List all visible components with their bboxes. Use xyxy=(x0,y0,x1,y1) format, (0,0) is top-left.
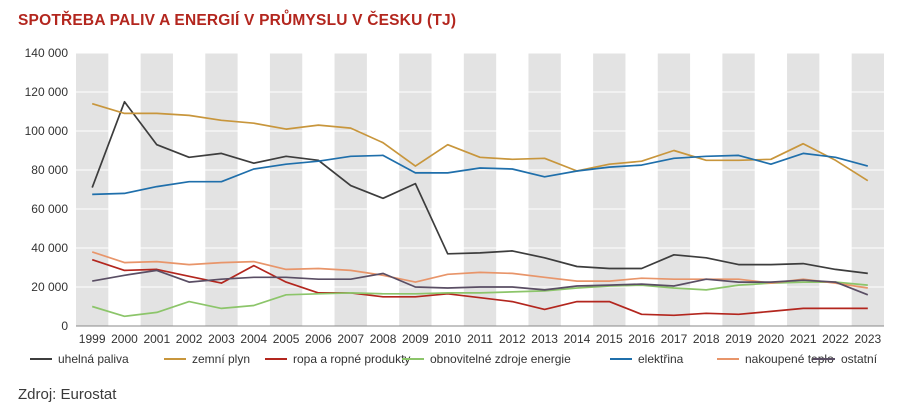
x-tick-label: 2010 xyxy=(434,332,461,346)
year-band xyxy=(787,53,820,326)
year-band xyxy=(528,53,561,326)
x-tick-label: 2012 xyxy=(499,332,526,346)
x-tick-label: 2006 xyxy=(305,332,332,346)
x-tick-label: 2023 xyxy=(854,332,881,346)
year-band xyxy=(205,53,238,326)
y-tick-label: 100 000 xyxy=(25,124,69,138)
x-tick-label: 2016 xyxy=(628,332,655,346)
legend-label: ostatní xyxy=(841,352,878,366)
grid-lines xyxy=(76,52,884,327)
x-tick-label: 2001 xyxy=(143,332,170,346)
series-line xyxy=(92,269,869,296)
year-band xyxy=(851,53,884,326)
y-tick-label: 60 000 xyxy=(31,202,68,216)
year-band xyxy=(269,53,303,326)
x-tick-label: 2005 xyxy=(273,332,300,346)
legend-label: obnovitelné zdroje energie xyxy=(430,352,571,366)
series-lines xyxy=(91,100,869,318)
x-tick-label: 2021 xyxy=(790,332,817,346)
y-tick-label: 40 000 xyxy=(31,241,68,255)
y-tick-label: 120 000 xyxy=(25,85,69,99)
x-tick-label: 2015 xyxy=(596,332,623,346)
year-band xyxy=(76,53,109,326)
x-tick-label: 2013 xyxy=(531,332,558,346)
series-line xyxy=(91,100,868,275)
y-axis-ticks: 0 20 000 40 000 60 000 80 000 100 000 120 000 1… xyxy=(25,46,69,333)
x-tick-label: 2017 xyxy=(661,332,688,346)
series-line xyxy=(92,152,869,196)
y-tick-label: 80 000 xyxy=(31,163,68,177)
series-line xyxy=(91,251,868,289)
legend-label: zemní plyn xyxy=(192,352,250,366)
x-tick-label: 2020 xyxy=(758,332,785,346)
y-tick-label: 20 000 xyxy=(31,280,68,294)
series-line xyxy=(91,281,868,318)
x-tick-label: 2019 xyxy=(725,332,752,346)
legend-label: uhelná paliva xyxy=(58,352,129,366)
legend: uhelná paliva zemní plyn ropa a ropné prod… xyxy=(30,352,878,366)
x-tick-label: 1999 xyxy=(79,332,106,346)
x-tick-label: 2022 xyxy=(822,332,849,346)
x-tick-label: 2007 xyxy=(337,332,364,346)
year-bands xyxy=(76,53,884,326)
x-tick-label: 2008 xyxy=(370,332,397,346)
x-tick-label: 2004 xyxy=(240,332,267,346)
x-tick-label: 2002 xyxy=(176,332,203,346)
y-tick-label: 0 xyxy=(61,319,68,333)
x-tick-label: 2009 xyxy=(402,332,429,346)
x-axis-ticks: 1999 2000 2001 2002 2003 2004 2005 2006 2007 2008… xyxy=(79,332,882,346)
legend-label: elektřina xyxy=(638,352,684,366)
legend-label: ropa a ropné produkty xyxy=(293,352,410,366)
x-tick-label: 2014 xyxy=(564,332,591,346)
series-line xyxy=(91,258,868,317)
x-tick-label: 2011 xyxy=(467,332,493,346)
year-band xyxy=(657,53,691,326)
legend-label: nakoupené teplo xyxy=(745,352,834,366)
source-note: Zdroj: Eurostat xyxy=(18,386,117,403)
x-tick-label: 2000 xyxy=(111,332,138,346)
year-band xyxy=(463,53,497,326)
y-tick-label: 140 000 xyxy=(25,46,69,60)
x-tick-label: 2018 xyxy=(693,332,720,346)
series-line xyxy=(91,102,869,182)
chart-title: SPOTŘEBA PALIV A ENERGIÍ V PRŮMYSLU V ČE… xyxy=(18,12,457,29)
x-tick-label: 2003 xyxy=(208,332,235,346)
